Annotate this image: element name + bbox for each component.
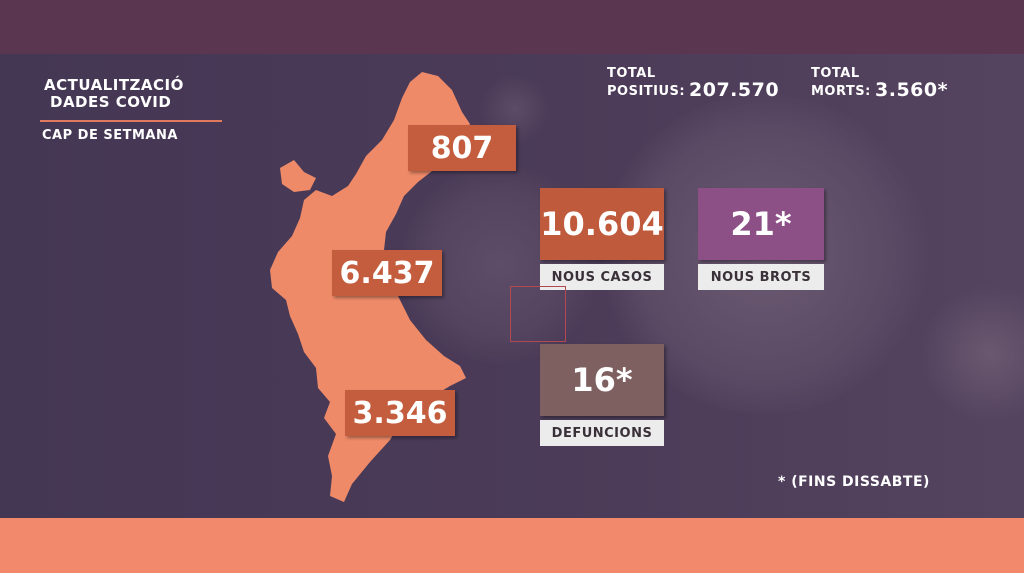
new-outbreaks-value: 21* xyxy=(698,188,824,260)
title-divider xyxy=(40,120,222,122)
deaths-label: DEFUNCIONS xyxy=(540,420,664,446)
deaths-value: 16* xyxy=(540,344,664,416)
footnote: * (FINS DISSABTE) xyxy=(778,474,930,490)
new-cases-value: 10.604 xyxy=(540,188,664,260)
main-panel: ACTUALITZACIÓ DADES COVID CAP DE SETMANA… xyxy=(0,54,1024,518)
title-line-2: DADES COVID xyxy=(50,93,172,111)
province-alacant-value: 3.346 xyxy=(345,390,455,436)
total-positives-label-2: POSITIUS: xyxy=(607,84,686,99)
title-line-1: ACTUALITZACIÓ xyxy=(44,76,184,94)
total-positives-label-1: TOTAL xyxy=(607,66,656,81)
bottom-band xyxy=(0,518,1024,573)
title-subtitle: CAP DE SETMANA xyxy=(42,128,178,143)
virus-background-right-icon xyxy=(920,284,1024,424)
province-valencia-value: 6.437 xyxy=(332,250,442,296)
province-castello-value: 807 xyxy=(408,125,516,171)
outline-square xyxy=(510,286,566,342)
new-outbreaks-label: NOUS BROTS xyxy=(698,264,824,290)
new-cases-label: NOUS CASOS xyxy=(540,264,664,290)
total-deaths-value: 3.560* xyxy=(875,79,949,101)
region-map-enclave xyxy=(280,160,316,192)
top-band xyxy=(0,0,1024,54)
total-deaths-label-1: TOTAL xyxy=(811,66,860,81)
total-deaths-label-2: MORTS: xyxy=(811,84,871,99)
total-positives-value: 207.570 xyxy=(689,79,780,101)
